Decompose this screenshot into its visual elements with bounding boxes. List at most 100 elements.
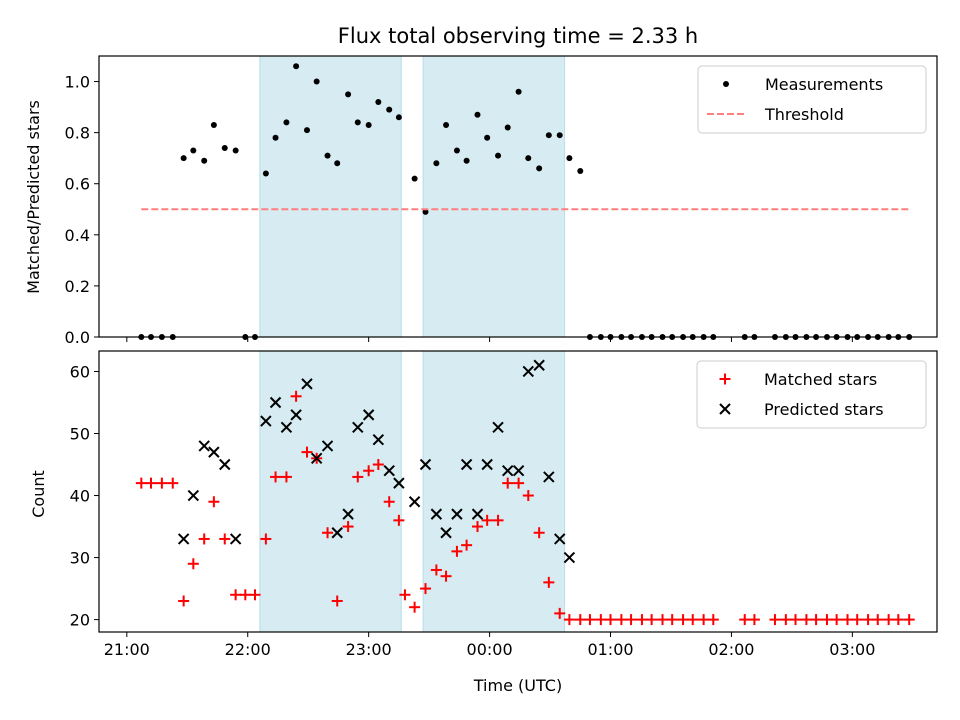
threshold-legend-label: Threshold: [764, 105, 844, 124]
measurements-point: [324, 152, 331, 159]
matched-stars-point: [372, 459, 384, 471]
matched-stars-point: [687, 614, 699, 626]
predicted-stars-point: [430, 508, 443, 520]
top-ytick-label: 0.2: [65, 277, 90, 296]
matched-stars-point: [322, 527, 334, 539]
xtick-label: 02:00: [708, 640, 754, 659]
matched-stars-point: [451, 545, 463, 557]
matched-stars-point: [554, 607, 566, 619]
measurements-point: [345, 91, 352, 98]
matched-stars-point: [461, 539, 473, 551]
matched-stars-point: [574, 614, 586, 626]
matched-stars-point: [584, 614, 596, 626]
matched-stars-point: [393, 514, 405, 526]
xtick-label: 22:00: [225, 640, 271, 659]
measurements-point: [375, 98, 382, 105]
measurements-point: [210, 121, 217, 128]
matched-stars-legend-marker: [719, 373, 731, 385]
measurements-point: [221, 144, 228, 151]
matched-stars-point: [230, 589, 242, 601]
matched-stars-point: [595, 614, 607, 626]
measurements-point: [334, 160, 341, 167]
matched-stars-point: [260, 533, 272, 545]
matched-stars-point: [481, 514, 493, 526]
matched-stars-point: [383, 496, 395, 508]
bot-shaded-interval-1: [422, 350, 566, 633]
matched-stars-point: [707, 614, 719, 626]
ratio-legend: Measurements Threshold: [697, 65, 927, 134]
predicted-stars-point: [512, 465, 525, 477]
measurements-point: [303, 127, 310, 134]
bot-ytick-label: 30: [70, 549, 90, 568]
xtick-label: 23:00: [346, 640, 392, 659]
matched-stars-point: [419, 583, 431, 595]
predicted-stars-point: [260, 415, 272, 427]
bot-ytick-label: 60: [70, 362, 90, 381]
matched-stars-point: [780, 614, 792, 626]
matched-stars-point: [892, 614, 904, 626]
matched-stars-point: [440, 570, 452, 582]
predicted-stars-point: [543, 471, 555, 483]
predicted-stars-point: [362, 409, 375, 421]
matched-stars-point: [208, 496, 220, 508]
predicted-stars-point: [408, 496, 421, 508]
measurements-point: [395, 114, 402, 121]
xtick-label: 00:00: [467, 640, 513, 659]
xtick-label: 21:00: [104, 640, 150, 659]
predicted-stars-legend-label: Predicted stars: [764, 400, 884, 419]
matched-stars-point: [135, 477, 147, 489]
matched-stars-point: [399, 589, 411, 601]
predicted-stars-point: [372, 433, 385, 446]
predicted-stars-point: [352, 421, 364, 434]
measurements-point: [422, 208, 429, 215]
matched-stars-point: [178, 595, 190, 607]
matched-stars-point: [352, 471, 364, 483]
chart-title: Flux total observing time = 2.33 h: [338, 24, 698, 48]
matched-stars-point: [842, 614, 854, 626]
predicted-stars-point: [502, 465, 514, 477]
measurements-point: [474, 111, 481, 118]
predicted-stars-point: [290, 409, 302, 421]
predicted-stars-point: [393, 477, 405, 489]
matched-stars-point: [563, 614, 575, 626]
measurements-point: [504, 124, 511, 131]
matched-stars-point: [187, 558, 199, 570]
matched-stars-point: [471, 521, 483, 533]
xtick-label: 03:00: [829, 640, 875, 659]
matched-stars-point: [533, 527, 545, 539]
predicted-stars-point: [383, 465, 395, 477]
measurements-point: [283, 119, 290, 126]
predicted-stars-point: [522, 365, 534, 378]
measurements-point: [484, 134, 491, 141]
measurements-point: [536, 165, 543, 172]
predicted-stars-point: [492, 421, 504, 434]
measurements-point: [262, 170, 269, 177]
matched-stars-point: [409, 601, 421, 613]
predicted-stars-point: [342, 508, 354, 520]
predicted-stars-point: [229, 533, 242, 545]
matched-stars-point: [748, 614, 760, 626]
predicted-stars-point: [460, 458, 473, 471]
measurements-point: [272, 134, 279, 141]
ratio-panel-frame: [98, 55, 938, 338]
measurements-point: [411, 175, 418, 182]
measurements-point: [433, 160, 440, 167]
count-panel: 20 30 40 50 60 21:00 22:00 23:00 00:00 01:00 02:0…: [29, 350, 938, 695]
top-ytick-label: 0.8: [65, 124, 90, 143]
matched-stars-legend-label: Matched stars: [764, 370, 877, 389]
matched-stars-point: [543, 576, 555, 588]
bot-legend-box: [696, 360, 927, 429]
matched-stars-point: [513, 477, 525, 489]
bot-shaded-interval-0: [259, 350, 402, 633]
matched-stars-point: [698, 614, 710, 626]
matched-stars-point: [605, 614, 617, 626]
measurements-point: [232, 147, 239, 154]
predicted-stars-point: [187, 489, 200, 502]
predicted-stars-point: [554, 533, 566, 545]
predicted-stars-point: [331, 527, 343, 539]
predicted-stars-point: [451, 508, 463, 520]
bot-ytick-label: 20: [70, 611, 90, 630]
matched-stars-point: [872, 614, 884, 626]
matched-stars-point: [290, 390, 302, 402]
